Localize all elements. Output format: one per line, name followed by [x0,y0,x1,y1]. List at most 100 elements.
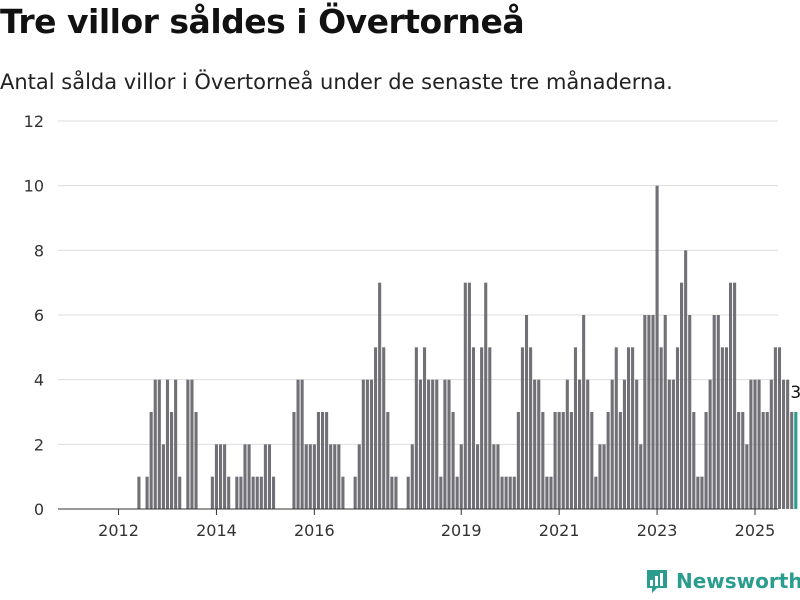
bar [341,476,345,509]
x-tick-label: 2019 [441,521,482,540]
newsworthy-logo-text: Newsworthy [676,569,800,593]
bar [696,476,700,509]
bar [557,412,561,509]
bar [214,444,218,509]
bar [410,444,414,509]
bar [598,444,602,509]
bar [361,379,365,509]
bar [753,379,757,509]
bar [712,315,716,509]
bar [773,347,777,509]
bar [529,347,533,509]
bar [533,379,537,509]
bar [741,412,745,509]
bar [292,412,296,509]
bar [447,379,451,509]
bar [210,476,214,509]
x-tick-label: 2016 [294,521,335,540]
bar [520,347,524,509]
x-tick-label: 2025 [735,521,776,540]
bar [549,476,553,509]
bar [635,379,639,509]
bar [227,476,231,509]
bar [573,347,578,509]
bar [488,347,492,509]
bar [369,379,374,509]
bar [435,379,439,509]
highlight-value-label: 3 [790,383,800,403]
bar [647,315,651,509]
bar-chart: 0 2 4 6 8 10 12 2012 2014 2016 2019 2021 2023 2025 3 [24,112,800,540]
bar [688,315,692,509]
bar [427,379,431,509]
bar [537,379,541,509]
x-tick-label: 2021 [539,521,580,540]
bar [267,444,272,509]
bar [394,476,398,509]
bar [300,379,304,509]
bar [459,444,463,509]
bar [704,412,708,509]
bar [467,282,471,509]
x-tick-label: 2023 [637,521,678,540]
bar [586,379,590,509]
bar [671,379,675,509]
bar [414,347,418,509]
bar [304,444,308,509]
bar [512,476,516,509]
bar [716,315,720,509]
bar [582,315,586,509]
bar [594,476,598,509]
bar [484,282,488,509]
bar [251,476,255,509]
bar [590,412,594,509]
bar [651,315,655,509]
bar [418,379,422,509]
bar [145,476,149,509]
bar [786,379,790,509]
bar [663,315,667,509]
bar [431,379,435,509]
bar [247,444,251,509]
bar [720,347,724,509]
bar [243,444,247,509]
bar [541,412,545,509]
bar [333,444,337,509]
bar [422,347,427,509]
bar [357,444,361,509]
bar [463,282,467,509]
bar [749,379,753,509]
bar [329,444,333,509]
bar [724,347,728,509]
bar [223,444,227,509]
bar [504,476,508,509]
bar [255,476,259,509]
bar [137,476,141,509]
bar [614,347,618,509]
bar [406,476,410,509]
bar [153,379,157,509]
bar [174,379,178,509]
bar [320,412,325,509]
bar [235,476,239,509]
bar [443,379,447,509]
bar [757,379,761,509]
bar [263,444,267,509]
bar [508,476,512,509]
bar [272,476,276,509]
y-tick-label: 4 [34,371,44,390]
bar [382,347,386,509]
bar [578,379,582,509]
bar [769,379,773,509]
bar [186,379,190,509]
bar [455,476,459,509]
bar [374,347,378,509]
bar [476,444,480,509]
bar [149,412,153,509]
bar [692,412,696,509]
bar [439,476,443,509]
bar [312,444,316,509]
bar [545,476,549,509]
y-tick-label: 0 [34,500,44,519]
bar [471,347,476,509]
